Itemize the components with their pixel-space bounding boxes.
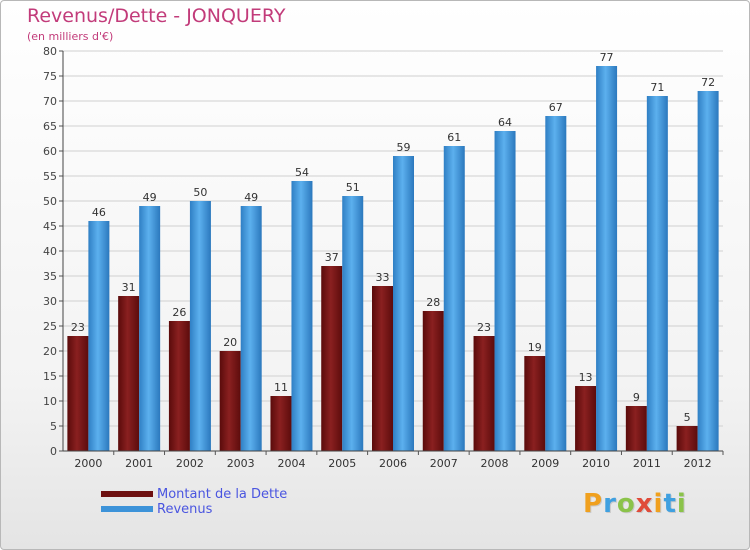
- y-tick-label: 20: [43, 345, 57, 358]
- legend-label-revenus: Revenus: [157, 502, 213, 517]
- data-label: 9: [633, 391, 640, 404]
- x-tick-label: 2009: [531, 457, 559, 470]
- data-label: 23: [477, 321, 491, 334]
- logo-letter: t: [663, 489, 677, 519]
- y-tick-label: 25: [43, 320, 57, 333]
- bar-revenus: [291, 181, 313, 451]
- x-tick-label: 2008: [481, 457, 509, 470]
- bar-dette: [625, 406, 647, 451]
- data-label: 49: [143, 191, 157, 204]
- bar-dette: [219, 351, 241, 451]
- bar-dette: [372, 286, 393, 451]
- logo-letter: i: [676, 489, 687, 519]
- logo-letter: r: [603, 489, 617, 519]
- legend-label-debt: Montant de la Dette: [157, 487, 288, 502]
- data-label: 11: [274, 381, 288, 394]
- y-tick-label: 50: [43, 195, 57, 208]
- x-tick-label: 2000: [74, 457, 102, 470]
- bar-dette: [270, 396, 292, 451]
- bar-revenus: [88, 221, 110, 451]
- y-tick-label: 55: [43, 170, 57, 183]
- logo-letter: x: [635, 489, 654, 519]
- y-tick-label: 10: [43, 395, 57, 408]
- data-label: 37: [325, 251, 339, 264]
- data-label: 50: [193, 186, 207, 199]
- bar-dette: [321, 266, 343, 451]
- legend-swatch-debt: [101, 491, 153, 497]
- bar-revenus: [494, 131, 516, 451]
- bar-revenus: [596, 66, 618, 451]
- bar-revenus: [443, 146, 465, 451]
- x-tick-label: 2007: [430, 457, 458, 470]
- y-tick-label: 60: [43, 145, 57, 158]
- bar-dette: [676, 426, 698, 451]
- chart-title: Revenus/Dette - JONQUERY: [27, 5, 286, 27]
- data-label: 20: [223, 336, 237, 349]
- y-tick-label: 70: [43, 95, 57, 108]
- y-tick-label: 35: [43, 270, 57, 283]
- data-label: 23: [71, 321, 85, 334]
- x-tick-label: 2003: [227, 457, 255, 470]
- data-label: 64: [498, 116, 512, 129]
- y-tick-label: 45: [43, 220, 57, 233]
- chart-subtitle: (en milliers d'€): [27, 30, 114, 43]
- bar-revenus: [393, 156, 414, 451]
- data-label: 49: [244, 191, 258, 204]
- data-label: 77: [600, 51, 614, 64]
- data-label: 54: [295, 166, 309, 179]
- bar-dette: [575, 386, 597, 451]
- bar-dette: [422, 311, 444, 451]
- bar-revenus: [139, 206, 161, 451]
- bar-revenus: [240, 206, 262, 451]
- data-label: 19: [528, 341, 542, 354]
- x-tick-label: 2004: [277, 457, 305, 470]
- bar-revenus: [545, 116, 567, 451]
- data-label: 59: [397, 141, 411, 154]
- data-label: 13: [579, 371, 593, 384]
- x-tick-label: 2002: [176, 457, 204, 470]
- bar-revenus: [697, 91, 719, 451]
- bar-dette: [524, 356, 546, 451]
- data-label: 46: [92, 206, 106, 219]
- data-label: 33: [376, 271, 390, 284]
- data-label: 72: [701, 76, 715, 89]
- x-tick-label: 2001: [125, 457, 153, 470]
- x-tick-label: 2012: [684, 457, 712, 470]
- x-tick-label: 2010: [582, 457, 610, 470]
- proxiti-logo: Proxiti: [583, 489, 687, 519]
- data-label: 67: [549, 101, 563, 114]
- bar-revenus: [646, 96, 668, 451]
- data-label: 28: [426, 296, 440, 309]
- y-tick-label: 40: [43, 245, 57, 258]
- y-tick-label: 30: [43, 295, 57, 308]
- y-tick-label: 75: [43, 70, 57, 83]
- data-label: 51: [346, 181, 360, 194]
- bar-dette: [168, 321, 190, 451]
- x-tick-label: 2006: [379, 457, 407, 470]
- bar-dette: [473, 336, 495, 451]
- data-label: 5: [684, 411, 691, 424]
- y-tick-label: 15: [43, 370, 57, 383]
- logo-letter: o: [616, 489, 636, 519]
- x-tick-label: 2005: [328, 457, 356, 470]
- bar-dette: [67, 336, 89, 451]
- y-tick-label: 80: [43, 45, 57, 58]
- data-label: 71: [650, 81, 664, 94]
- data-label: 61: [447, 131, 461, 144]
- bar-revenus: [342, 196, 364, 451]
- y-tick-label: 65: [43, 120, 57, 133]
- data-label: 31: [122, 281, 136, 294]
- x-tick-label: 2011: [633, 457, 661, 470]
- bar-revenus: [189, 201, 211, 451]
- y-tick-label: 5: [50, 420, 57, 433]
- y-tick-label: 0: [50, 445, 57, 458]
- logo-letter: i: [653, 489, 664, 519]
- legend-swatch-revenus: [101, 506, 153, 512]
- logo-letter: P: [583, 489, 604, 519]
- data-label: 26: [172, 306, 186, 319]
- bar-dette: [118, 296, 140, 451]
